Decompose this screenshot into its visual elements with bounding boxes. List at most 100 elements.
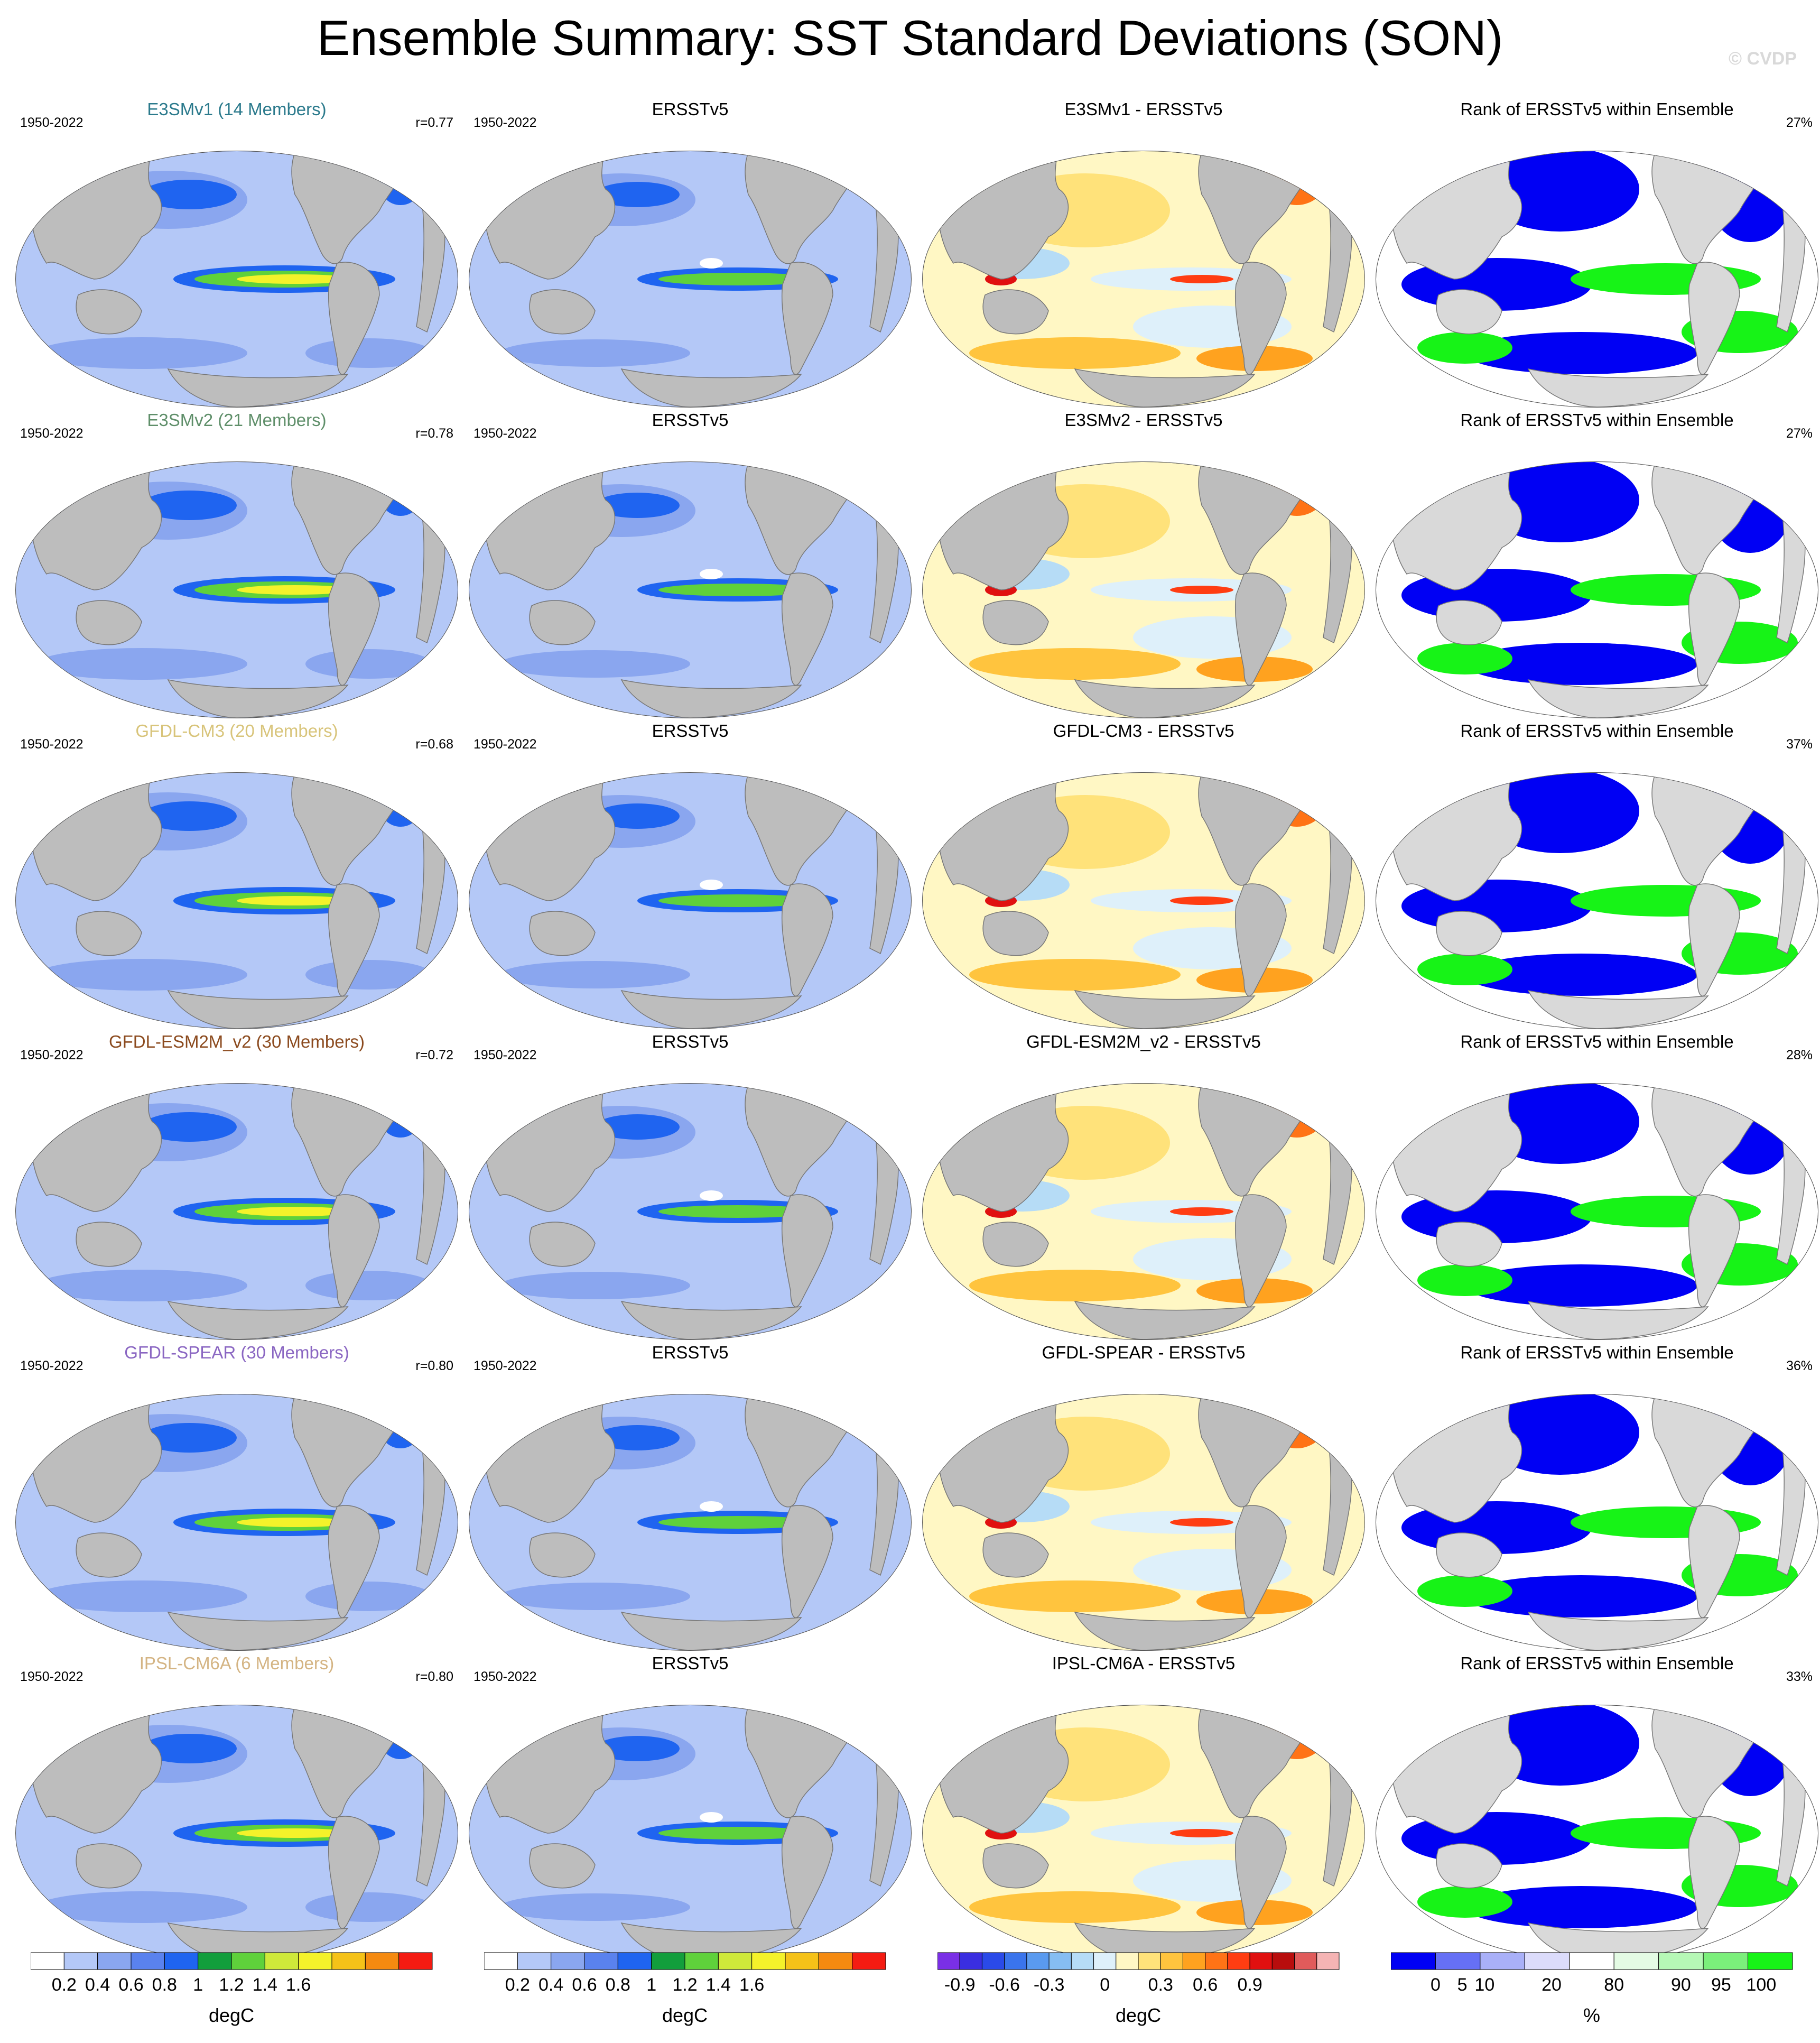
rank-map: [1376, 1705, 1818, 1962]
colorbar-tick-label: 80: [1604, 1975, 1624, 1995]
continent: [1527, 990, 1709, 1029]
pattern-correlation: r=0.78: [415, 426, 453, 441]
colorbar-swatch: [852, 1952, 886, 1970]
model-panel: IPSL-CM6A (6 Members) 1950-2022 r=0.80: [10, 1653, 464, 1963]
continent: [982, 289, 1049, 335]
obs-title: ERSSTv5: [652, 1032, 729, 1051]
obs-map: [469, 772, 912, 1029]
colorbar-swatch: [1569, 1952, 1614, 1970]
contour-patch: [500, 1583, 690, 1610]
obs-title: ERSSTv5: [652, 410, 729, 430]
continent: [620, 990, 802, 1029]
colorbar-tick-label: 0.9: [1237, 1975, 1262, 1995]
continent: [620, 679, 802, 718]
difference-map: [922, 1705, 1365, 1962]
contour-patch: [237, 1207, 353, 1216]
colorbar-obs-sd: 0.2 0.4 0.6 0.8 1 1.2 1.4 1.6 degC: [484, 1952, 896, 2031]
contour-patch: [237, 896, 353, 905]
colorbar-tick-label: 0.6: [118, 1975, 144, 1995]
colorbar-swatch: [1294, 1952, 1317, 1970]
colorbar-tick-label: 1: [646, 1975, 657, 1995]
difference-title: GFDL-CM3 - ERSSTv5: [1053, 721, 1234, 741]
colorbar-swatch: [198, 1952, 232, 1970]
contour-patch: [595, 803, 680, 829]
contour-patch: [700, 1812, 723, 1823]
contour-patch: [1465, 1575, 1697, 1617]
rank-percentage: 37%: [1786, 737, 1813, 752]
model-title: GFDL-SPEAR (30 Members): [124, 1343, 349, 1362]
colorbar-tick-label: 0.6: [1193, 1975, 1218, 1995]
continent: [1234, 1505, 1287, 1619]
colorbar-unit-label: %: [1583, 2004, 1600, 2026]
contour-patch: [305, 1582, 432, 1611]
colorbar-difference: -0.9 -0.6 -0.3 0 0.3 0.6 0.9 degC: [937, 1952, 1350, 2031]
rank-map: [1376, 772, 1818, 1029]
continent: [1688, 572, 1740, 686]
rank-title: Rank of ERSSTv5 within Ensemble: [1460, 1343, 1734, 1362]
contour-patch: [1170, 896, 1233, 905]
contour-patch: [142, 180, 237, 209]
continent: [1688, 1816, 1740, 1929]
colorbar-swatch: [1391, 1952, 1436, 1970]
field-contours: [1376, 1705, 1818, 1961]
continent: [529, 911, 596, 956]
contour-patch: [142, 1423, 237, 1453]
contour-patch: [658, 1516, 817, 1529]
continent: [167, 679, 349, 718]
continent: [781, 1194, 833, 1308]
period-label: 1950-2022: [473, 737, 537, 752]
contour-patch: [1417, 643, 1512, 674]
colorbar-swatch: [1026, 1952, 1050, 1970]
contour-patch: [658, 894, 817, 907]
difference-panel: E3SMv2 - ERSSTv5: [916, 410, 1371, 720]
field-contours: [1376, 1084, 1818, 1339]
pattern-correlation: r=0.68: [415, 737, 453, 752]
colorbar-tick-label: 90: [1670, 1975, 1691, 1995]
colorbar-tick-label: 0.8: [605, 1975, 630, 1995]
contour-patch: [305, 338, 432, 368]
contour-patch: [658, 1205, 817, 1218]
pattern-correlation: r=0.77: [415, 115, 453, 130]
contour-patch: [237, 1828, 353, 1838]
continent: [328, 1194, 380, 1308]
field-contours: [1376, 151, 1818, 407]
continent: [1074, 679, 1256, 718]
colorbar-swatch: [651, 1952, 685, 1970]
model-map: [15, 1394, 458, 1651]
contour-patch: [1465, 954, 1697, 996]
contour-patch: [305, 649, 432, 679]
colorbar-tick-label: 10: [1474, 1975, 1495, 1995]
colorbar-tick-label: 1: [193, 1975, 203, 1995]
colorbar-rank: 0 5 10 20 80 90 95 100%: [1391, 1952, 1803, 2031]
obs-title: ERSSTv5: [652, 721, 729, 741]
difference-map: [922, 461, 1365, 718]
contour-patch: [36, 648, 247, 680]
contour-patch: [1465, 332, 1697, 374]
difference-title: GFDL-ESM2M_v2 - ERSSTv5: [1026, 1032, 1261, 1051]
field-contours: [1376, 1394, 1818, 1650]
colorbar-tick-label: 0.2: [505, 1975, 530, 1995]
model-panel: GFDL-SPEAR (30 Members) 1950-2022 r=0.80: [10, 1343, 464, 1652]
continent: [1527, 1611, 1709, 1650]
continent: [1688, 262, 1740, 375]
colorbar-tick-label: 0.3: [1148, 1975, 1173, 1995]
colorbar-tick-label: 0.2: [51, 1975, 77, 1995]
contour-patch: [658, 273, 817, 285]
contour-patch: [1170, 1207, 1233, 1216]
colorbar-swatch: [365, 1952, 400, 1970]
continent: [529, 1222, 596, 1267]
continent: [76, 1222, 142, 1267]
rank-title: Rank of ERSSTv5 within Ensemble: [1460, 99, 1734, 119]
obs-map: [469, 1083, 912, 1340]
model-panel: GFDL-CM3 (20 Members) 1950-2022 r=0.68: [10, 721, 464, 1031]
rank-panel: Rank of ERSSTv5 within Ensemble 33%: [1370, 1653, 1820, 1963]
colorbar-swatch: [617, 1952, 652, 1970]
difference-title: E3SMv1 - ERSSTv5: [1064, 99, 1223, 119]
colorbar-swatch: [97, 1952, 132, 1970]
period-label: 1950-2022: [20, 115, 83, 130]
continent: [982, 1843, 1049, 1889]
model-map: [15, 461, 458, 718]
obs-map: [469, 461, 912, 718]
colorbar-swatch: [1004, 1952, 1027, 1970]
